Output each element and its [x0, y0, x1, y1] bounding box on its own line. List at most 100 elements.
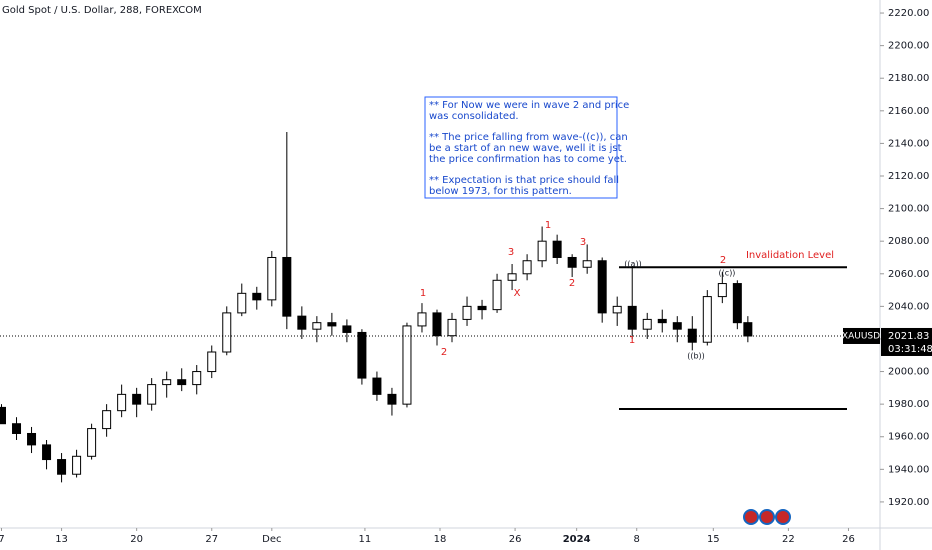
candle-body	[417, 312, 427, 327]
y-tick-label: 2220.00	[888, 8, 929, 19]
candle-body	[327, 322, 337, 327]
candle-body	[492, 279, 502, 311]
x-tick-label: 2024	[563, 534, 591, 545]
y-tick-label: 2140.00	[888, 138, 929, 149]
y-tick-label: 1980.00	[888, 399, 929, 410]
note-text: the price confirmation has to come yet.	[429, 154, 627, 165]
wave-label: Invalidation Level	[746, 250, 834, 261]
marks	[0, 132, 753, 483]
candle-body	[222, 312, 232, 353]
candle-body	[522, 260, 532, 275]
x-tick-label: 26	[842, 534, 855, 545]
candle-body	[42, 444, 52, 461]
y-tick-label: 2060.00	[888, 269, 929, 280]
wave-label: 1	[420, 288, 426, 299]
candle-body	[102, 410, 112, 430]
chart-title: Gold Spot / U.S. Dollar, 288, FOREXCOM	[2, 5, 202, 16]
candle-body	[612, 305, 622, 314]
x-tick-label: 11	[359, 534, 372, 545]
candle-body	[702, 296, 712, 343]
x-tick-label: 15	[707, 534, 720, 545]
candle-body	[207, 351, 217, 373]
candle-body	[72, 455, 82, 475]
x-tick-label: 20	[130, 534, 143, 545]
candle-body	[657, 318, 667, 324]
wave-label: 1	[629, 335, 635, 346]
event-icon[interactable]	[759, 509, 775, 525]
y-tick-label: 1940.00	[888, 464, 929, 475]
candle-body	[732, 283, 742, 324]
note-text: be a start of an new wave, well it is js…	[429, 143, 622, 154]
y-tick-label: 2040.00	[888, 301, 929, 312]
note-text: ** For Now we were in wave 2 and price	[429, 100, 629, 111]
y-tick-label: 2120.00	[888, 171, 929, 182]
wave-label: 2	[720, 255, 726, 266]
wave-label: 2	[441, 347, 447, 358]
candle-body	[297, 315, 307, 330]
candle-body	[147, 384, 157, 405]
candle-body	[597, 260, 607, 314]
candle-body	[582, 260, 592, 268]
wave-label: 1	[545, 220, 551, 231]
note-text: ** The price falling from wave-((c)), ca…	[429, 132, 628, 143]
x-tick-label: 27	[205, 534, 218, 545]
candle-body	[12, 423, 22, 434]
candle-body	[387, 393, 397, 405]
candle-body	[27, 432, 37, 446]
event-icon[interactable]	[743, 509, 759, 525]
x-tick-label: 7	[0, 534, 5, 545]
y-tick-label: 2160.00	[888, 106, 929, 117]
note-text: below 1973, for this pattern.	[429, 186, 572, 197]
note-text: was consolidated.	[429, 111, 519, 122]
wave-label: 3	[580, 237, 586, 248]
y-tick-label: 2080.00	[888, 236, 929, 247]
candle-body	[552, 240, 562, 258]
candle-body	[312, 322, 322, 330]
wave-label: ((a))	[624, 260, 641, 269]
candle-body	[252, 292, 262, 301]
candle-body	[177, 379, 187, 386]
candle-body	[372, 377, 382, 395]
candle-body	[132, 393, 142, 405]
candle-body	[117, 393, 127, 412]
candle-body	[462, 305, 472, 320]
candle-body	[447, 318, 457, 337]
candle-body	[267, 256, 277, 301]
candle-body	[507, 273, 517, 281]
candle-body	[162, 379, 172, 386]
note-text: ** Expectation is that price should fall	[429, 175, 619, 186]
candle-body	[743, 322, 753, 337]
candle-body	[642, 318, 652, 330]
symbol-label: XAUUSD	[842, 331, 880, 341]
wave-label: ((b))	[687, 352, 705, 361]
candle-body	[342, 325, 352, 333]
candle-body	[357, 331, 367, 379]
candle-body	[0, 406, 7, 425]
candle-body	[282, 256, 292, 317]
candle-body	[477, 305, 487, 311]
candle-body	[432, 312, 442, 337]
note-box	[424, 96, 618, 199]
x-tick-label: 22	[782, 534, 795, 545]
wave-label: 2	[569, 278, 575, 289]
wave-label: X	[514, 288, 521, 299]
x-tick-label: Dec	[262, 534, 281, 545]
wave-label: ((c))	[719, 269, 736, 278]
x-tick-label: 13	[55, 534, 68, 545]
event-icon[interactable]	[775, 509, 791, 525]
y-tick-label: 2180.00	[888, 73, 929, 84]
candle-body	[567, 256, 577, 268]
candle-body	[402, 325, 412, 405]
x-tick-label: 18	[434, 534, 447, 545]
price-label: 2021.83	[888, 331, 929, 342]
countdown-label: 03:31:48	[888, 344, 932, 355]
candle-body	[192, 371, 202, 386]
y-tick-label: 1960.00	[888, 432, 929, 443]
candle-body	[627, 305, 637, 330]
y-tick-label: 2000.00	[888, 367, 929, 378]
candle-body	[87, 428, 97, 457]
price-tag	[881, 327, 932, 356]
candle-body	[672, 322, 682, 330]
